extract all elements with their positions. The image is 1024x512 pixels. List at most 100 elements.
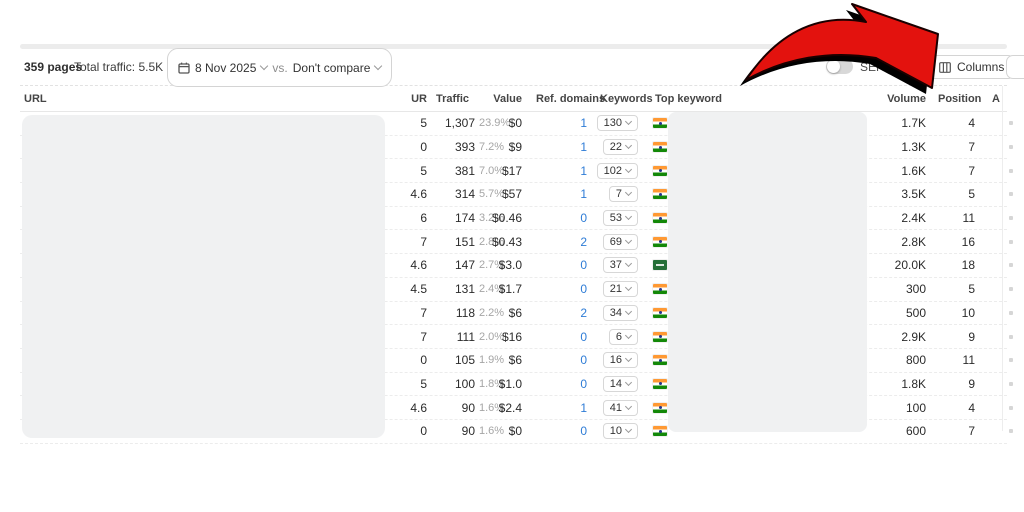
keywords-dropdown[interactable]: 53 <box>602 210 638 227</box>
header-extra[interactable]: A <box>992 92 1000 105</box>
row-action-dot-icon[interactable] <box>1009 381 1013 386</box>
position-value: 7 <box>968 163 975 178</box>
row-action-dot-icon[interactable] <box>1009 310 1013 315</box>
header-volume[interactable]: Volume <box>887 92 926 105</box>
ref-domains-link[interactable]: 1 <box>580 187 587 202</box>
keywords-dropdown[interactable]: 14 <box>602 375 638 392</box>
position-value: 4 <box>968 116 975 131</box>
ref-domains-link[interactable]: 2 <box>580 234 587 249</box>
table-row: 5 381 7.0% $17 1 102 1.6K 7 <box>20 159 1013 184</box>
ur-value: 5 <box>420 376 427 391</box>
date-range-button[interactable]: 8 Nov 2025 vs. Don't compare <box>167 48 393 87</box>
table-row: 4.5 131 2.4% $1.7 0 21 300 5 <box>20 278 1013 302</box>
row-action-dot-icon[interactable] <box>1009 145 1013 150</box>
chevron-down-icon <box>624 307 633 315</box>
ur-value: 0 <box>420 140 427 155</box>
row-action-dot-icon[interactable] <box>1009 334 1013 339</box>
value-amount: $1.0 <box>498 376 522 391</box>
traffic-percent: 2.8% <box>479 235 505 248</box>
keywords-dropdown[interactable]: 16 <box>602 352 638 369</box>
volume-value: 100 <box>905 400 926 415</box>
traffic-percent: 7.0% <box>479 164 505 177</box>
ref-domains-link[interactable]: 1 <box>580 116 587 131</box>
header-value[interactable]: Value <box>493 92 522 105</box>
header-top-keyword[interactable]: Top keyword <box>655 92 723 105</box>
row-action-dot-icon[interactable] <box>1009 358 1013 363</box>
traffic-percent: 5.7% <box>479 188 505 201</box>
traffic-value: 1,307 <box>444 116 475 131</box>
row-action-dot-icon[interactable] <box>1009 216 1013 221</box>
country-flag-icon <box>653 284 667 295</box>
keywords-dropdown[interactable]: 34 <box>602 304 638 321</box>
header-url[interactable]: URL <box>24 92 47 105</box>
total-traffic-label: Total traffic: 5.5K <box>74 59 164 74</box>
value-amount: $1.7 <box>498 282 522 297</box>
keywords-count: 130 <box>603 117 622 130</box>
row-action-dot-icon[interactable] <box>1009 168 1013 173</box>
keywords-dropdown[interactable]: 102 <box>596 162 638 179</box>
value-amount: $0 <box>508 424 522 439</box>
keywords-count: 6 <box>615 330 622 343</box>
row-action-dot-icon[interactable] <box>1009 192 1013 197</box>
row-action-dot-icon[interactable] <box>1009 121 1013 126</box>
columns-button[interactable]: Columns <box>928 55 1016 79</box>
ur-value: 7 <box>420 329 427 344</box>
toggle-knob <box>827 60 840 73</box>
keywords-dropdown[interactable]: 21 <box>602 281 638 298</box>
header-position[interactable]: Position <box>938 92 982 105</box>
keywords-dropdown[interactable]: 130 <box>596 115 638 132</box>
row-action-dot-icon[interactable] <box>1009 263 1013 268</box>
header-ur[interactable]: UR <box>411 92 427 105</box>
country-flag-icon <box>653 118 667 129</box>
row-action-dot-icon[interactable] <box>1009 239 1013 244</box>
traffic-percent: 3.2% <box>479 212 505 225</box>
position-value: 9 <box>968 376 975 391</box>
chevron-down-icon <box>624 355 633 363</box>
keywords-dropdown[interactable]: 6 <box>608 328 638 345</box>
ref-domains-link[interactable]: 0 <box>580 376 587 391</box>
keywords-dropdown[interactable]: 37 <box>602 257 638 274</box>
keywords-dropdown[interactable]: 10 <box>602 423 638 440</box>
keywords-dropdown[interactable]: 7 <box>608 186 638 203</box>
cut-off-button[interactable] <box>1006 55 1024 79</box>
ref-domains-link[interactable]: 0 <box>580 211 587 226</box>
ref-domains-link[interactable]: 0 <box>580 329 587 344</box>
table-header-row: URL UR Traffic Value Ref. domains Keywor… <box>20 86 1007 112</box>
header-ref-domains[interactable]: Ref. domains <box>536 92 606 105</box>
volume-value: 500 <box>905 305 926 320</box>
traffic-value: 393 <box>454 140 475 155</box>
ref-domains-link[interactable]: 0 <box>580 353 587 368</box>
ur-value: 5 <box>420 116 427 131</box>
value-amount: $3.0 <box>498 258 522 273</box>
country-flag-icon <box>653 355 667 366</box>
keywords-dropdown[interactable]: 22 <box>602 139 638 156</box>
volume-value: 2.9K <box>901 329 926 344</box>
pinned-column-divider <box>1002 86 1003 431</box>
country-flag-icon <box>653 426 667 437</box>
ref-domains-link[interactable]: 0 <box>580 282 587 297</box>
header-traffic[interactable]: Traffic <box>436 92 470 105</box>
row-action-dot-icon[interactable] <box>1009 405 1013 410</box>
header-keywords[interactable]: Keywords <box>600 92 653 105</box>
keywords-dropdown[interactable]: 41 <box>602 399 638 416</box>
position-value: 5 <box>968 282 975 297</box>
traffic-value: 381 <box>454 163 475 178</box>
ref-domains-link[interactable]: 1 <box>580 163 587 178</box>
traffic-percent: 23.9% <box>479 117 511 130</box>
traffic-value: 111 <box>456 329 475 344</box>
serp-toggle[interactable] <box>826 59 853 74</box>
ref-domains-link[interactable]: 0 <box>580 424 587 439</box>
row-action-dot-icon[interactable] <box>1009 287 1013 292</box>
keywords-dropdown[interactable]: 69 <box>602 233 638 250</box>
ref-domains-link[interactable]: 1 <box>580 400 587 415</box>
country-flag-icon <box>653 331 667 342</box>
keywords-count: 21 <box>609 283 622 296</box>
ref-domains-link[interactable]: 1 <box>580 140 587 155</box>
traffic-value: 151 <box>454 234 475 249</box>
position-value: 11 <box>962 353 975 368</box>
row-action-dot-icon[interactable] <box>1009 429 1013 434</box>
keywords-count: 37 <box>609 259 622 272</box>
ur-value: 4.6 <box>410 187 427 202</box>
ref-domains-link[interactable]: 0 <box>580 258 587 273</box>
ref-domains-link[interactable]: 2 <box>580 305 587 320</box>
